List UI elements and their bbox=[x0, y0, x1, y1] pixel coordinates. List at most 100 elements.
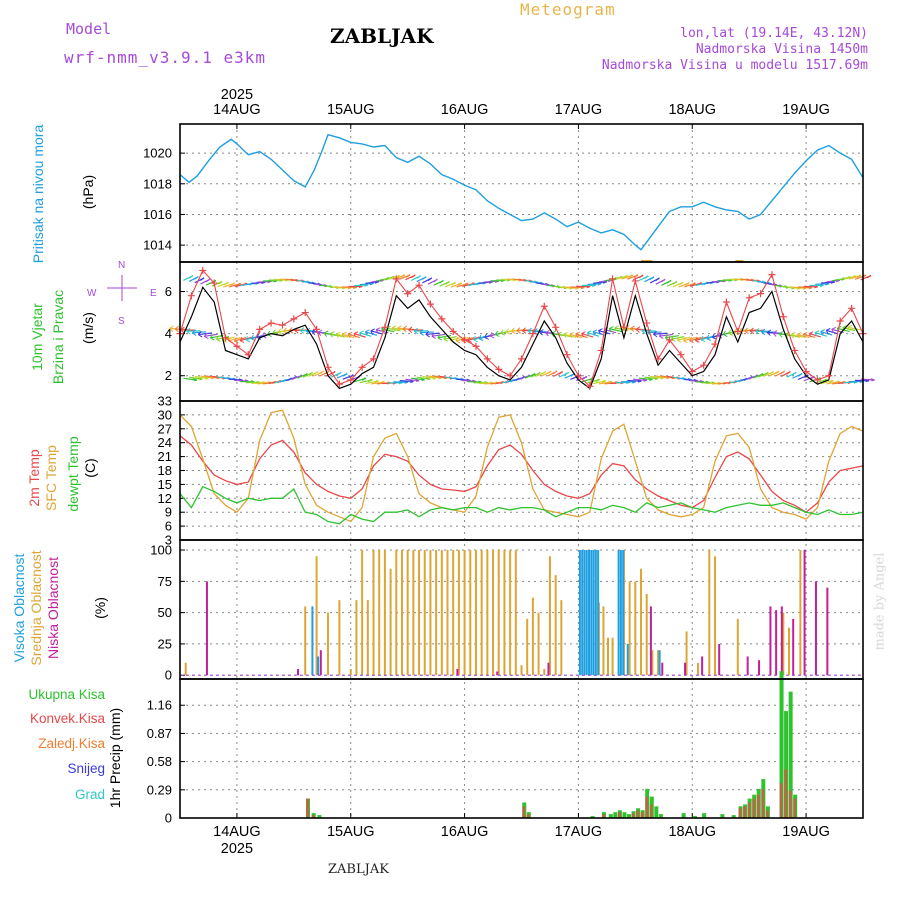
wind-arrow-head bbox=[186, 327, 191, 335]
wind-arrow bbox=[803, 285, 818, 288]
temp-2m-label: 2m Temp bbox=[26, 449, 42, 507]
wind-gust-marker bbox=[813, 376, 821, 384]
wind-arrow-head bbox=[427, 277, 432, 282]
temp-tick-label: 3 bbox=[165, 533, 172, 548]
wind-arrow-head bbox=[666, 279, 672, 284]
wind-arrow bbox=[342, 286, 357, 289]
wind-arrow-head bbox=[764, 371, 769, 376]
altitude-label: Nadmorska Visina 1450m bbox=[695, 42, 868, 57]
wind-arrow-head bbox=[233, 337, 239, 344]
precip-conv-bar bbox=[649, 804, 653, 818]
wind-arrow bbox=[575, 333, 588, 339]
wind-arrow-head bbox=[422, 276, 427, 280]
wind-arrow-head bbox=[563, 331, 568, 339]
wind-gust-marker bbox=[438, 315, 446, 323]
wind-arrow-head bbox=[205, 278, 211, 283]
wind-gust-marker bbox=[301, 309, 309, 317]
wind-arrow-head bbox=[772, 330, 778, 337]
wind-arrow bbox=[365, 380, 379, 385]
wind-arrow bbox=[210, 334, 224, 339]
wind-arrow bbox=[593, 380, 607, 385]
wind-arrow-head bbox=[323, 330, 329, 337]
bottom-date-label: 17AUG bbox=[555, 824, 603, 840]
wind-arrow bbox=[598, 381, 613, 385]
pressure-axis-label: Pritisak na nivou mora bbox=[30, 124, 46, 264]
wind-gust-marker bbox=[324, 363, 332, 371]
wind-arrow bbox=[399, 380, 414, 383]
wind-arrow-head bbox=[547, 370, 552, 375]
wind-arrow bbox=[342, 333, 355, 339]
wind-arrow-head bbox=[200, 277, 205, 281]
wind-gust-marker bbox=[768, 271, 776, 279]
pressure-unit-label: (hPa) bbox=[80, 174, 96, 210]
panel-frame-r bbox=[179, 678, 864, 819]
wind-arrow-head bbox=[749, 327, 755, 335]
wind-arrow-head bbox=[672, 280, 678, 285]
wind-arrow-head bbox=[766, 329, 772, 336]
wind-gust-marker bbox=[631, 277, 639, 285]
wind-gust-marker bbox=[495, 365, 503, 373]
top-date-label: 14AUG bbox=[213, 102, 261, 118]
bottom-date-label: 15AUG bbox=[327, 824, 375, 840]
wind-arrow-head bbox=[711, 333, 717, 340]
wind-arrow-head bbox=[192, 329, 197, 336]
wind-arrow-head bbox=[217, 280, 223, 285]
wind-gust-marker bbox=[722, 298, 730, 306]
wind-arrow-head bbox=[455, 337, 461, 344]
wind-arrow-head bbox=[169, 325, 174, 332]
precip-conv-bar bbox=[765, 810, 769, 818]
precip-conv-bar bbox=[761, 788, 765, 818]
precip-total-bar bbox=[693, 816, 698, 818]
wind-arrow-head bbox=[558, 370, 564, 375]
wind-arrow bbox=[194, 375, 209, 380]
wind-gust-marker bbox=[210, 279, 218, 287]
wind-arrow-head bbox=[639, 274, 644, 279]
temp-tick-label: 15 bbox=[158, 477, 172, 492]
wind-arrow bbox=[359, 332, 372, 337]
precip-hail-legend: Grad bbox=[74, 787, 105, 802]
wind-arrow bbox=[431, 333, 446, 337]
precip-total-bar bbox=[788, 691, 793, 818]
precip-conv-bar bbox=[617, 812, 621, 818]
panel-frame-p bbox=[179, 123, 864, 263]
precip-total-bar bbox=[627, 814, 632, 818]
wind-gust-marker bbox=[449, 328, 457, 335]
precip-conv-bar bbox=[526, 814, 530, 818]
wind-arrow-head bbox=[691, 282, 696, 286]
temp-tick-label: 18 bbox=[158, 463, 172, 478]
wind-arrow bbox=[847, 326, 861, 331]
wind-arrow-head bbox=[277, 328, 283, 335]
wind-arrow-head bbox=[437, 334, 443, 341]
wind-arrow bbox=[204, 333, 218, 337]
wind-arrow-head bbox=[203, 332, 209, 340]
precip-conv-bar bbox=[601, 814, 605, 818]
top-date-label: 17AUG bbox=[555, 102, 603, 118]
wind-arrow-head bbox=[694, 336, 700, 343]
wind-gust-marker bbox=[199, 266, 207, 274]
wind-arrow bbox=[222, 336, 235, 341]
wind-gust-marker bbox=[404, 290, 412, 298]
wind-arrow-head bbox=[595, 378, 600, 383]
wind-arrow-head bbox=[288, 327, 294, 334]
wind-arrow-head bbox=[198, 377, 203, 381]
wind-arrow bbox=[198, 332, 212, 336]
wind-arrow-head bbox=[402, 325, 408, 333]
wind-arrow-head bbox=[230, 282, 235, 286]
precip-conv-bar bbox=[756, 794, 760, 818]
wind-arrow-head bbox=[798, 372, 803, 377]
wind-arrow bbox=[200, 375, 214, 379]
wind-arrow bbox=[405, 378, 420, 382]
wind-arrow-head bbox=[224, 281, 229, 286]
temp-dewpt-label: dewpt Temp bbox=[65, 436, 81, 512]
precip-total-bar bbox=[654, 806, 659, 818]
top-date-label: 19AUG bbox=[782, 102, 830, 118]
precip-conv-bar bbox=[793, 798, 797, 818]
wind-arrow bbox=[826, 329, 839, 335]
wind-arrow-head bbox=[209, 334, 215, 341]
wind-arrow bbox=[659, 333, 673, 337]
cloud-unit-label: (%) bbox=[92, 597, 108, 619]
wind-gust-marker bbox=[734, 328, 742, 335]
wind-arrow bbox=[563, 333, 577, 338]
pressure-tick-label: 1018 bbox=[143, 176, 172, 191]
wind-arrow-head bbox=[661, 278, 666, 283]
